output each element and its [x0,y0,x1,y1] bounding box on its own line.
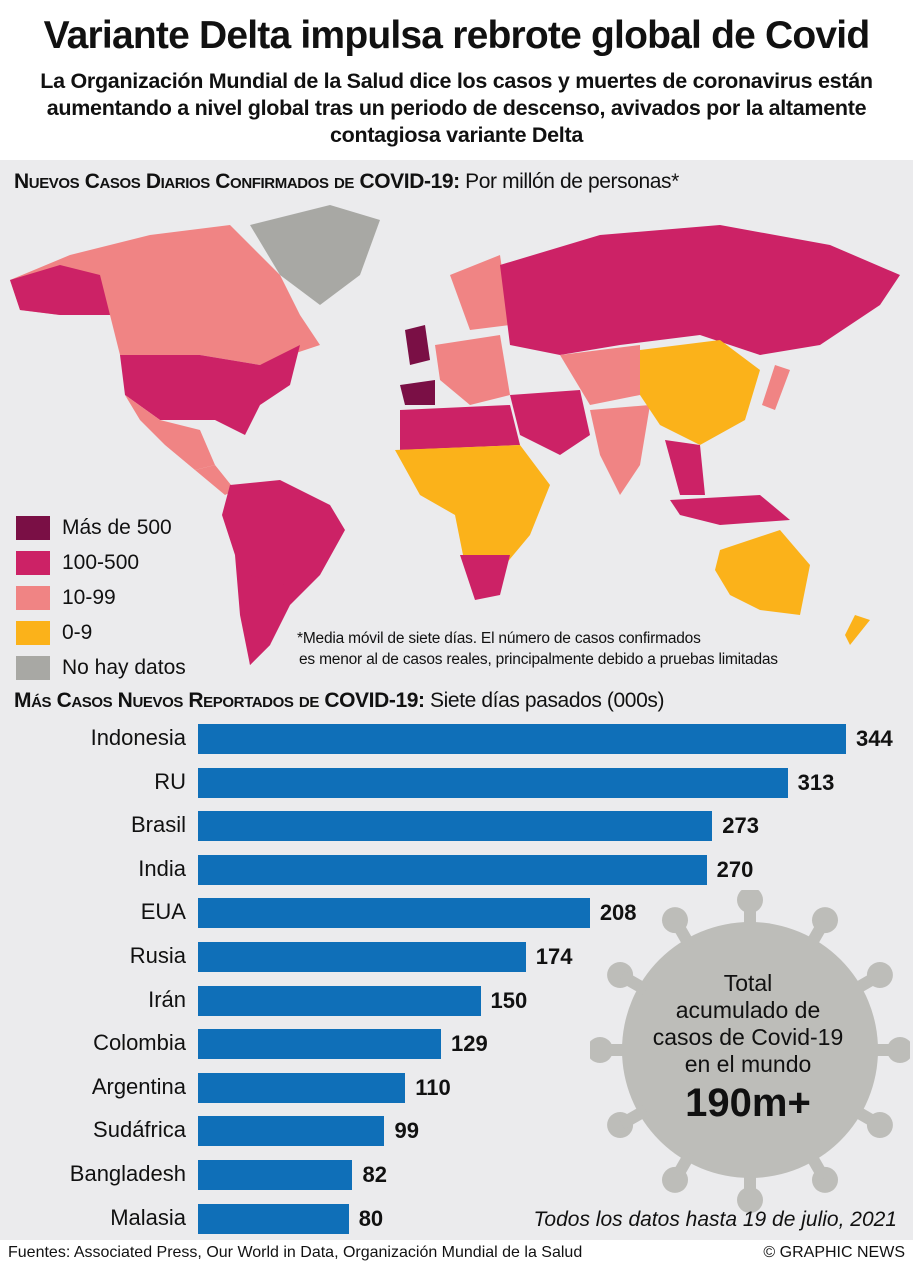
legend-label: 100-500 [62,550,140,574]
bar-label: RU [154,768,186,794]
map-scandinavia [450,255,510,330]
bar [198,854,707,885]
bar-label: Bangladesh [69,1161,186,1186]
map-se-asia [665,440,705,495]
bar-chart-heading: Más Casos Nuevos Reportados de COVID-19:… [14,689,664,713]
footer: Fuentes: Associated Press, Our World in … [8,1244,905,1262]
map-india [590,405,650,495]
legend-item: 0-9 [16,615,186,650]
bar-label: EUA [140,899,186,925]
map-new-zealand [845,615,870,645]
footnote-line: es menor al de casos reales, principalme… [299,651,778,668]
bar [198,1160,353,1190]
map-heading: Nuevos Casos Diarios Confirmados de COVI… [14,170,679,194]
bar-value: 80 [358,1205,384,1231]
map-greenland [250,205,380,305]
map-footnote: *Media móvil de siete días. El número de… [297,628,778,670]
legend-swatch [16,550,50,575]
map-australia [715,530,810,615]
bar [198,1029,441,1060]
map-russia [500,225,900,355]
bar [198,1116,385,1147]
world-map [10,205,900,665]
bar-value: 344 [856,726,893,751]
callout-line: casos de Covid-19 [652,1024,844,1050]
bar-value: 129 [451,1031,488,1057]
bar [198,898,590,929]
bar [198,942,526,972]
bar-value: 270 [716,856,754,882]
bar [198,724,846,754]
virus-icon [590,890,910,1213]
map-alaska [10,265,110,315]
map-europe [435,335,510,405]
bar [198,1072,406,1103]
credit: © GRAPHIC NEWS [763,1244,905,1261]
map-mexico [125,395,215,470]
map-indonesia [670,495,790,525]
legend-label: 0-9 [62,620,93,644]
bar-label: Brasil [130,812,186,838]
bar-label: Argentina [91,1073,186,1099]
legend-swatch [16,620,50,645]
bar-label: Malasia [110,1204,186,1230]
bar [198,985,481,1016]
legend-label: 10-99 [62,585,116,609]
bar-label: Colombia [93,1030,186,1056]
bar-value: 99 [394,1118,419,1144]
legend-label: Más de 500 [62,515,172,539]
bar-chart-heading-rest: Siete días pasados (000s) [424,689,665,712]
bar [198,767,788,798]
date-note: Todos los datos hasta 19 de julio, 2021 [533,1208,898,1231]
map-heading-rest: Por millón de personas* [459,170,679,193]
bar-chart-heading-bold: Más Casos Nuevos Reportados de COVID-19: [14,689,425,712]
legend-swatch [16,585,50,610]
map-central-asia [560,345,640,405]
bar-value: 82 [362,1162,387,1187]
legend-swatch [16,515,50,540]
footnote-line: *Media móvil de siete días. El número de… [297,630,701,647]
sources: Fuentes: Associated Press, Our World in … [8,1244,583,1261]
legend-label: No hay datos [62,655,186,679]
legend-item: No hay datos [16,650,186,685]
legend-item: 10-99 [16,580,186,615]
bar-label: India [138,855,186,881]
map-spain [400,380,435,405]
callout-value: 190m+ [685,1081,811,1125]
bar-label: Irán [148,986,186,1012]
bar [198,1203,349,1234]
map-china [640,340,760,445]
map-canada [10,225,320,365]
bar-label: Indonesia [90,725,186,750]
map-southern-africa [460,555,510,600]
bar-value: 208 [599,900,637,926]
map-uk [405,325,430,365]
bar-value: 174 [535,944,573,969]
callout-line: acumulado de [675,997,821,1023]
map-argentina [245,575,285,665]
total-cases-callout: Total acumulado de casos de Covid-19 en … [600,970,896,1128]
bar-label: Sudáfrica [93,1117,186,1143]
bar-value: 150 [490,987,528,1013]
legend-item: Más de 500 [16,510,186,545]
bar [198,811,713,842]
bar-value: 273 [722,813,759,839]
map-japan [762,365,790,410]
legend-item: 100-500 [16,545,186,580]
map-legend: Más de 500 100-500 10-99 0-9 No hay dato… [16,510,186,685]
subtitle: La Organización Mundial de la Salud dice… [40,69,873,147]
map-north-africa [400,405,520,450]
map-central-america [195,465,235,495]
map-heading-bold: Nuevos Casos Diarios Confirmados de COVI… [14,170,460,193]
bar-label: Rusia [129,943,186,968]
bar-value: 313 [797,769,835,795]
callout-line: Total [723,970,773,996]
callout-line: en el mundo [684,1051,812,1077]
bar-value: 110 [415,1074,451,1100]
legend-swatch [16,655,50,680]
page-title: Variante Delta impulsa rebrote global de… [43,14,871,57]
map-middle-east [510,390,590,455]
map-usa [120,345,300,435]
map-africa [395,445,550,565]
